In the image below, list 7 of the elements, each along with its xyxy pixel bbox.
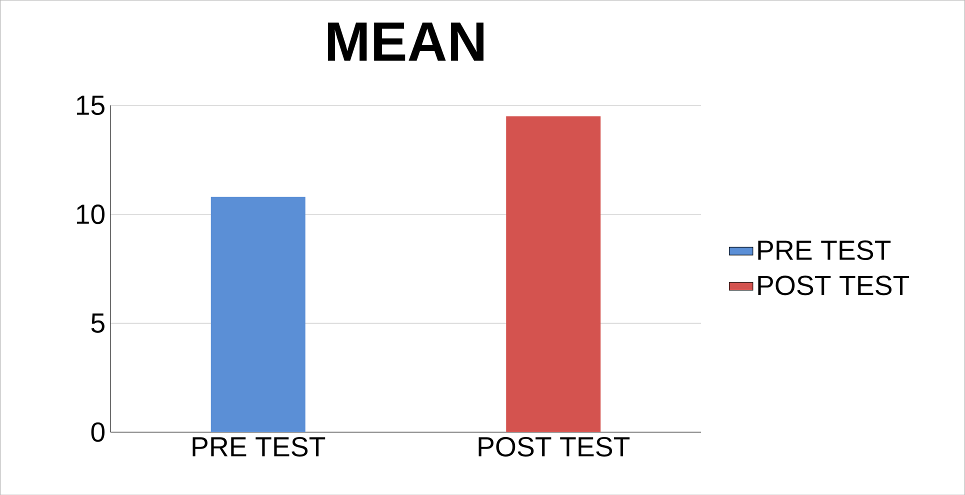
y-tick-label: 10 [76,204,105,224]
chart-title: MEAN [328,22,484,61]
y-tick-label: 15 [76,96,104,115]
y-tick-label: 0 [91,422,105,442]
y-tick-label: 5 [91,313,104,333]
legend-label: POST TEST [758,275,910,296]
legend-label: PRE TEST [758,240,891,260]
